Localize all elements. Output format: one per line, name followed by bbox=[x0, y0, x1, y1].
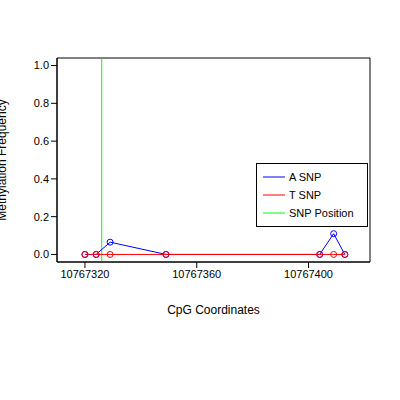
svg-text:CpG Coordinates: CpG Coordinates bbox=[167, 303, 260, 317]
svg-text:0.0: 0.0 bbox=[34, 248, 49, 260]
svg-text:0.4: 0.4 bbox=[34, 173, 49, 185]
html-text:A SNP: A SNP bbox=[289, 171, 322, 183]
svg-text:10767320: 10767320 bbox=[60, 268, 109, 280]
svg-text:0.6: 0.6 bbox=[34, 135, 49, 147]
html-text:T SNP: T SNP bbox=[289, 189, 322, 201]
svg-text:10767360: 10767360 bbox=[172, 268, 221, 280]
svg-text:1.0: 1.0 bbox=[34, 59, 49, 71]
svg-text:0.8: 0.8 bbox=[34, 97, 49, 109]
svg-text:0.2: 0.2 bbox=[34, 211, 49, 223]
html-text:SNP Position: SNP Position bbox=[289, 207, 354, 219]
svg-text:Methylation Frequency: Methylation Frequency bbox=[8, 99, 9, 220]
svg-text:10767400: 10767400 bbox=[284, 268, 333, 280]
